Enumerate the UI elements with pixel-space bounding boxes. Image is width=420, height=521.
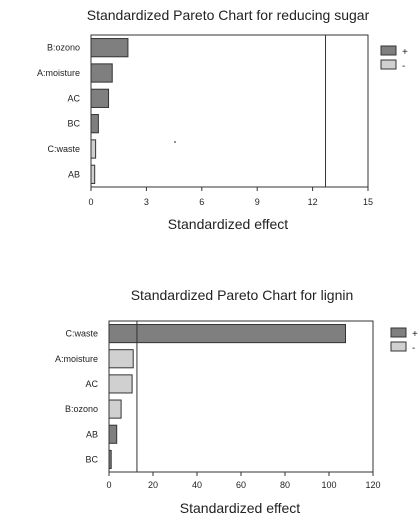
category-label: C:waste	[47, 144, 80, 154]
pareto-chart-lignin: Standardized Pareto Chart for lignin C:w…	[55, 287, 418, 516]
bar-a-moisture	[90, 63, 113, 83]
bar-b-ozono	[108, 399, 122, 419]
x-tick-label: 0	[88, 197, 93, 207]
x-tick-label: 0	[106, 480, 111, 490]
category-label: A:moisture	[55, 354, 98, 364]
x-tick-label: 12	[308, 197, 318, 207]
chart-title: Standardized Pareto Chart for lignin	[131, 287, 354, 303]
category-label: BC	[85, 454, 98, 464]
x-tick-label: 80	[280, 480, 290, 490]
x-tick-label: 20	[148, 480, 158, 490]
bar-ab	[108, 424, 118, 444]
stray-dot	[174, 141, 176, 143]
x-tick-label: 60	[236, 480, 246, 490]
x-axis-label: Standardized effect	[168, 216, 288, 232]
x-tick-label: 6	[199, 197, 204, 207]
bar-ac	[108, 374, 133, 394]
legend-label: +	[412, 329, 418, 340]
x-tick-label: 120	[365, 480, 380, 490]
x-tick-label: 15	[363, 197, 373, 207]
category-label: AC	[67, 93, 80, 103]
chart-title: Standardized Pareto Chart for reducing s…	[87, 7, 370, 23]
bar-ac	[90, 88, 110, 108]
category-label: A:moisture	[37, 68, 80, 78]
x-tick-label: 40	[192, 480, 202, 490]
category-label: AC	[85, 379, 98, 389]
bar-bc	[108, 449, 112, 469]
x-axis-label: Standardized effect	[180, 500, 300, 516]
bar-ab	[90, 164, 96, 184]
plot-area	[90, 34, 369, 188]
category-label: B:ozono	[47, 43, 80, 53]
bar-c-waste	[90, 139, 97, 159]
category-label: C:waste	[65, 329, 98, 339]
legend-label: -	[412, 343, 415, 354]
legend-swatch	[390, 327, 407, 338]
pareto-chart-reducing-sugar: Standardized Pareto Chart for reducing s…	[37, 7, 408, 232]
bar-bc	[90, 114, 99, 134]
legend-label: +	[402, 47, 408, 58]
legend-swatch	[390, 341, 407, 352]
bar-a-moisture	[108, 349, 134, 369]
category-label: BC	[67, 119, 80, 129]
category-label: B:ozono	[65, 404, 98, 414]
legend-label: -	[402, 61, 405, 72]
x-tick-label: 100	[321, 480, 336, 490]
legend: +-	[390, 327, 418, 354]
x-tick-label: 3	[144, 197, 149, 207]
x-tick-label: 9	[255, 197, 260, 207]
category-label: AB	[86, 429, 98, 439]
plot-area	[108, 320, 374, 473]
category-label: AB	[68, 169, 80, 179]
bar-c-waste	[108, 324, 346, 344]
legend: +-	[380, 45, 408, 72]
bar-b-ozono	[90, 38, 129, 58]
legend-swatch	[380, 45, 397, 56]
legend-swatch	[380, 59, 397, 70]
